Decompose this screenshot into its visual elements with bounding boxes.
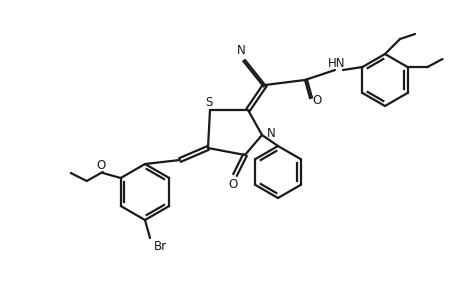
Text: Br: Br	[153, 239, 166, 253]
Text: O: O	[228, 178, 237, 190]
Text: N: N	[266, 127, 275, 140]
Text: O: O	[96, 158, 105, 172]
Text: S: S	[205, 95, 212, 109]
Text: O: O	[312, 94, 321, 106]
Text: N: N	[236, 44, 245, 56]
Text: HN: HN	[328, 56, 345, 70]
